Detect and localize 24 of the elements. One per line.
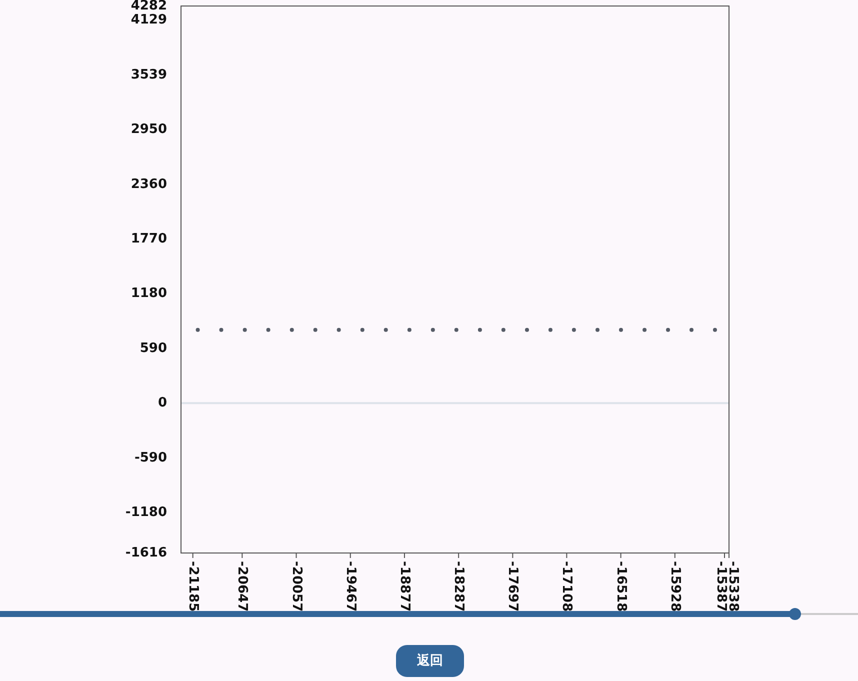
y-tick-label: -1616 [125, 546, 167, 560]
y-tick-label: 4129 [130, 12, 167, 28]
x-tick-label: -17108 [559, 561, 574, 612]
x-tick-label: -20057 [288, 561, 304, 612]
x-tick-label: -18287 [451, 561, 466, 612]
y-tick-label: 2950 [130, 122, 167, 138]
y-tick-label: -590 [134, 450, 167, 466]
x-tick-label: -20647 [234, 561, 250, 612]
x-tick-label: -15928 [667, 561, 682, 612]
y-tick-label: 2360 [130, 176, 167, 192]
y-tick-label: 4282 [130, 0, 167, 14]
y-tick-label: 0 [158, 396, 167, 411]
x-tick-label: -16518 [613, 561, 628, 612]
y-tick-label: -1180 [125, 505, 167, 520]
y-tick-label: 1770 [130, 231, 167, 246]
x-tick-label: -21185 [185, 561, 200, 612]
x-tick-label: -15387 [713, 561, 728, 612]
y-tick-label: 590 [140, 340, 167, 356]
x-tick-label: -18877 [396, 561, 412, 612]
x-tick-label: -19467 [342, 561, 358, 612]
x-tick-label: -17697 [505, 561, 520, 612]
y-tick-label: 3539 [130, 67, 167, 82]
y-tick-label: 1180 [130, 286, 167, 302]
text: 返回 [416, 652, 443, 668]
